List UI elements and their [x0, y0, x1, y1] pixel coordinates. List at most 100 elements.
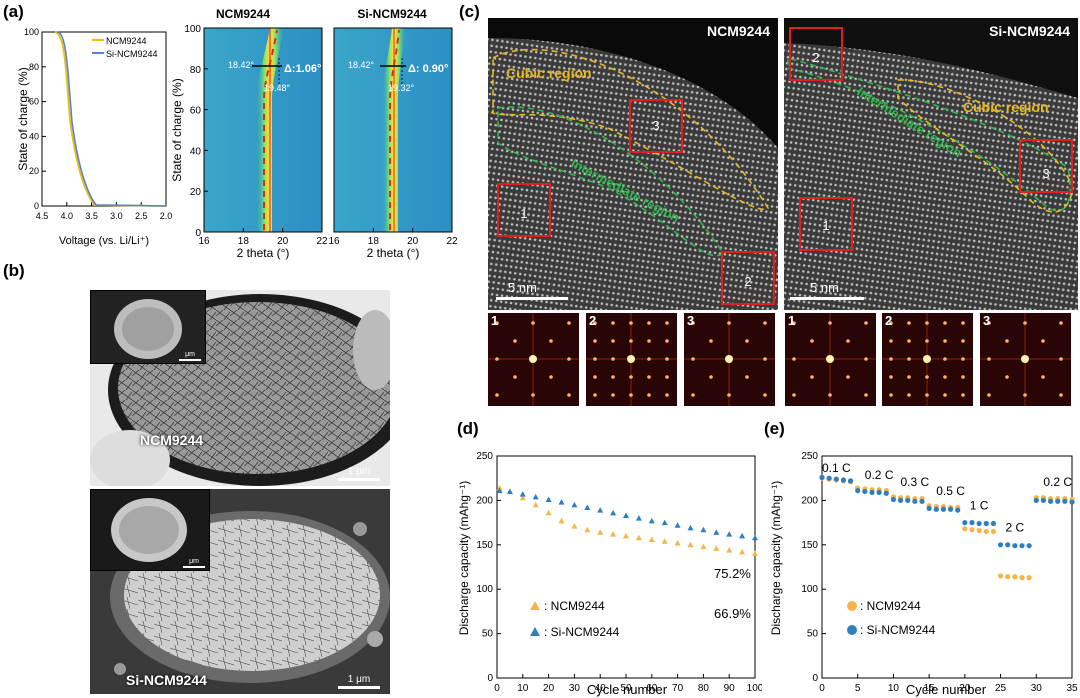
- fft-spot: [1023, 393, 1027, 397]
- data-point-ncm9244: [1026, 575, 1032, 581]
- fft-spot: [1059, 393, 1063, 397]
- data-point-si-ncm9244: [739, 532, 746, 539]
- chart-ytick-label: 100: [476, 584, 493, 595]
- fft-spot: [647, 357, 651, 361]
- data-point-ncm9244: [713, 545, 720, 551]
- chart-e-legend-marker-ncm: [847, 601, 857, 611]
- fft-spot: [549, 339, 553, 343]
- hrtem-images: Cubic region Intermediate region NCM9244…: [488, 18, 1078, 310]
- fft-spot: [611, 393, 615, 397]
- fft-spot: [1059, 321, 1063, 325]
- chart-ytick-label: 150: [476, 540, 493, 551]
- panel-label-a: (a): [3, 2, 24, 21]
- sem-si-ncm9244-scale: 1 μm: [338, 674, 380, 689]
- chart-e-rate: Cycle number Discharge capacity (mAhg⁻¹)…: [769, 451, 1078, 697]
- data-point-si-ncm9244: [955, 507, 961, 513]
- fft-spot: [1059, 357, 1063, 361]
- hrtem-left-title: NCM9244: [707, 23, 770, 39]
- data-point-ncm9244: [661, 538, 668, 544]
- rate-label: 0.5 C: [936, 484, 965, 498]
- chart-xtick-label: 5: [855, 683, 861, 694]
- map-right-label-right: 19.32°: [388, 83, 415, 93]
- hrtem-right-box-3-label: 3: [1042, 166, 1049, 181]
- fft-spot: [495, 321, 499, 325]
- map-xtick-label: 16: [198, 236, 210, 247]
- data-point-si-ncm9244: [648, 517, 655, 524]
- chart-d-xlabel: Cycle number: [587, 682, 668, 697]
- data-point-si-ncm9244: [506, 488, 513, 495]
- data-point-si-ncm9244: [752, 534, 758, 541]
- fft-spot: [846, 375, 850, 379]
- data-point-si-ncm9244: [876, 489, 882, 496]
- fft-spot: [792, 357, 796, 361]
- data-point-si-ncm9244: [883, 490, 889, 496]
- map-xtick-label: 20: [407, 236, 419, 247]
- data-point-si-ncm9244: [1062, 498, 1068, 504]
- fft-spot: [531, 321, 535, 325]
- data-point-si-ncm9244: [1019, 543, 1025, 549]
- voltage-xlabel: Voltage (vs. Li/Li⁺): [59, 235, 149, 247]
- chart-xtick-label: 10: [888, 683, 900, 694]
- map-right-peak-band: [382, 28, 406, 232]
- rate-label: 2 C: [1006, 520, 1025, 534]
- rate-label: 1 C: [970, 498, 989, 512]
- data-point-si-ncm9244: [840, 477, 847, 483]
- fft-spot: [1021, 355, 1029, 363]
- fft-spot: [665, 393, 669, 397]
- data-point-si-ncm9244: [962, 520, 968, 526]
- chart-d-legend-ncm: : NCM9244: [544, 599, 605, 613]
- hrtem-right-box-2-label: 2: [812, 50, 819, 65]
- data-point-si-ncm9244: [610, 509, 617, 516]
- chart-ytick-label: 0: [812, 673, 818, 684]
- map-right-label-left: 18.42°: [348, 60, 375, 70]
- fft-spot: [907, 375, 911, 379]
- fft-spot: [611, 375, 615, 379]
- map-xtick-label: 22: [316, 236, 328, 247]
- data-point-ncm9244: [752, 550, 758, 557]
- hrtem-left-box-3-label: 3: [652, 118, 659, 133]
- data-point-si-ncm9244: [597, 507, 604, 513]
- map-left-label-left: 18.42°: [228, 60, 255, 70]
- data-point-si-ncm9244: [919, 498, 925, 504]
- fft-spot: [495, 357, 499, 361]
- fft-spot: [961, 357, 965, 361]
- chart-xtick-label: 0: [494, 683, 500, 694]
- data-point-si-ncm9244: [635, 515, 642, 521]
- fft-spot: [826, 355, 834, 363]
- map-left-xlabel: 2 theta (°): [237, 246, 290, 260]
- fft-spot: [691, 357, 695, 361]
- fft-spot: [627, 355, 635, 363]
- chart-xtick-label: 90: [724, 683, 736, 694]
- data-point-ncm9244: [1019, 575, 1025, 581]
- data-point-ncm9244: [997, 573, 1004, 579]
- data-point-ncm9244: [983, 528, 989, 535]
- fft-right-3-label: 3: [983, 313, 991, 328]
- fft-spot: [987, 321, 991, 325]
- panel-label-e: (e): [764, 419, 785, 438]
- hrtem-right-title: Si-NCM9244: [989, 23, 1070, 39]
- fft-spot: [828, 321, 832, 325]
- chart-xtick-label: 25: [995, 683, 1007, 694]
- fft-spot: [987, 357, 991, 361]
- fft-spot: [709, 339, 713, 343]
- volt-ytick-label: 60: [29, 97, 39, 107]
- data-point-si-ncm9244: [890, 496, 897, 503]
- fft-right-1-label: 1: [788, 313, 796, 328]
- panel-label-d: (d): [457, 419, 479, 438]
- chart-e-legend-ncm: : NCM9244: [860, 599, 921, 613]
- legend-si-ncm9244: Si-NCM9244: [106, 49, 158, 59]
- fft-spot: [763, 321, 767, 325]
- map-left-delta: Δ:1.06°: [284, 63, 321, 75]
- map-right-xlabel: 2 theta (°): [367, 246, 420, 260]
- fft-spot: [864, 393, 868, 397]
- fft-spot: [513, 339, 517, 343]
- data-point-ncm9244: [623, 532, 629, 539]
- fft-spot: [961, 339, 965, 343]
- legend-ncm9244: NCM9244: [106, 36, 147, 46]
- rate-label: 0.2 C: [1043, 475, 1072, 489]
- map-right-frame: [333, 27, 453, 233]
- sem-si-ncm9244-label: Si-NCM9244: [126, 672, 207, 688]
- map-xtick-label: 18: [238, 236, 250, 247]
- fft-spot: [961, 375, 965, 379]
- fft-spot: [629, 393, 633, 397]
